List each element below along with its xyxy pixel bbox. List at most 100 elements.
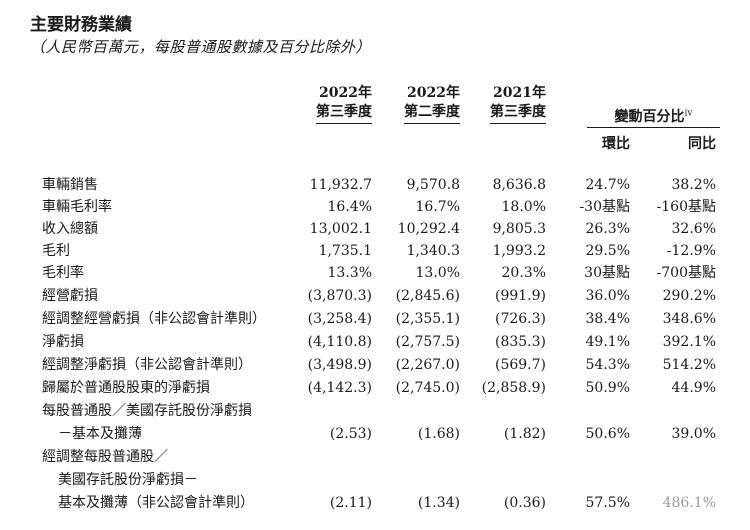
- cell-2022q3: 1,735.1: [318, 243, 372, 259]
- cell-2022q2: (2,355.1): [395, 311, 460, 327]
- cell-2022q2: (2,745.0): [395, 380, 460, 396]
- cell-qoq: 36.0%: [585, 288, 630, 304]
- cell-yoy: 392.1%: [662, 334, 716, 350]
- cell-2021q3: 9,805.3: [492, 221, 546, 237]
- cell-2022q3: (2.53): [329, 426, 372, 442]
- cell-yoy: 348.6%: [662, 311, 716, 327]
- table-row: 每股普通股／美國存託股份淨虧損: [0, 401, 750, 422]
- cell-2021q3: 1,993.2: [492, 243, 546, 259]
- cell-2021q3: 18.0%: [501, 199, 546, 215]
- cell-2022q2: (1.34): [417, 495, 460, 511]
- cell-2021q3: (2,858.9): [481, 380, 546, 396]
- table-row: 毛利 1,735.1 1,340.3 1,993.2 29.5% -12.9%: [0, 241, 750, 262]
- row-label: 基本及攤薄（非公認會計準則）: [58, 495, 254, 511]
- row-label: 每股普通股／美國存託股份淨虧損: [42, 403, 252, 419]
- table-row: 毛利率 13.3% 13.0% 20.3% 30基點 -700基點: [0, 263, 750, 284]
- cell-qoq: 54.3%: [585, 357, 630, 373]
- cell-2022q2: 1,340.3: [406, 243, 460, 259]
- table-row: 經調整淨虧損（非公認會計準則） (3,498.9) (2,267.0) (569…: [0, 355, 750, 376]
- table-row: 美國存託股份淨虧損－: [0, 470, 750, 491]
- col-header-quarter: 第二季度: [404, 103, 460, 124]
- cell-2022q3: 13.3%: [327, 265, 372, 281]
- cell-yoy: 514.2%: [662, 357, 716, 373]
- cell-2022q3: (3,498.9): [307, 357, 372, 373]
- cell-2022q2: 10,292.4: [397, 221, 460, 237]
- cell-yoy: -160基點: [656, 199, 716, 215]
- cell-2021q3: (569.7): [494, 357, 546, 373]
- cell-yoy: 32.6%: [671, 221, 716, 237]
- cell-2022q2: (2,757.5): [395, 334, 460, 350]
- pct-change-header: 變動百分比iv: [587, 106, 720, 128]
- cell-2022q3: 16.4%: [327, 199, 372, 215]
- row-label: 歸屬於普通股股東的淨虧損: [42, 380, 210, 396]
- cell-2021q3: (0.36): [503, 495, 546, 511]
- cell-2022q3: 11,932.7: [309, 177, 372, 193]
- cell-yoy: 486.1%: [662, 495, 716, 511]
- cell-qoq: -30基點: [579, 199, 630, 215]
- cell-qoq: 24.7%: [585, 177, 630, 193]
- row-label: 經調整每股普通股／: [42, 449, 168, 465]
- cell-2022q2: 13.0%: [415, 265, 460, 281]
- qoq-header: 環比: [602, 136, 630, 152]
- col-header-year: 2022年: [319, 85, 372, 101]
- pct-change-label: 變動百分比: [614, 109, 685, 125]
- cell-2021q3: (726.3): [494, 311, 546, 327]
- cell-2021q3: (1.82): [503, 426, 546, 442]
- col-header-quarter: 第三季度: [490, 103, 546, 124]
- table-row: 收入總額 13,002.1 10,292.4 9,805.3 26.3% 32.…: [0, 219, 750, 240]
- cell-qoq: 38.4%: [585, 311, 630, 327]
- cell-2022q2: (2,845.6): [395, 288, 460, 304]
- col-header-quarter: 第三季度: [316, 103, 372, 124]
- cell-yoy: 44.9%: [671, 380, 716, 396]
- table-row: 車輛銷售 11,932.7 9,570.8 8,636.8 24.7% 38.2…: [0, 175, 750, 196]
- cell-2021q3: 8,636.8: [492, 177, 546, 193]
- cell-2021q3: (835.3): [494, 334, 546, 350]
- row-label: －基本及攤薄: [58, 426, 142, 442]
- pct-change-footnote: iv: [684, 108, 693, 119]
- yoy-header: 同比: [688, 136, 716, 152]
- cell-2022q2: (1.68): [417, 426, 460, 442]
- row-label: 車輛毛利率: [42, 199, 112, 215]
- cell-2022q2: 9,570.8: [406, 177, 460, 193]
- cell-2022q3: (2.11): [329, 495, 372, 511]
- row-label: 經營虧損: [42, 288, 98, 304]
- cell-yoy: -12.9%: [666, 243, 716, 259]
- table-row: 淨虧損 (4,110.8) (2,757.5) (835.3) 49.1% 39…: [0, 332, 750, 353]
- cell-yoy: 290.2%: [662, 288, 716, 304]
- table-row: 基本及攤薄（非公認會計準則） (2.11) (1.34) (0.36) 57.5…: [0, 493, 750, 514]
- row-label: 車輛銷售: [42, 177, 98, 193]
- cell-2022q3: (4,110.8): [307, 334, 372, 350]
- table-row: 經調整每股普通股／: [0, 447, 750, 468]
- section-subtitle: （人民幣百萬元，每股普通股數據及百分比除外）: [30, 38, 372, 56]
- row-label: 美國存託股份淨虧損－: [58, 472, 198, 488]
- table-row: 車輛毛利率 16.4% 16.7% 18.0% -30基點 -160基點: [0, 197, 750, 218]
- cell-2022q2: 16.7%: [415, 199, 460, 215]
- cell-yoy: 38.2%: [671, 177, 716, 193]
- cell-2022q3: (4,142.3): [307, 380, 372, 396]
- cell-qoq: 50.9%: [585, 380, 630, 396]
- row-label: 淨虧損: [42, 334, 84, 350]
- cell-qoq: 26.3%: [585, 221, 630, 237]
- cell-2022q2: (2,267.0): [395, 357, 460, 373]
- row-label: 毛利: [42, 243, 70, 259]
- col-header-2022q2: 2022年 第二季度: [378, 84, 460, 124]
- cell-qoq: 49.1%: [585, 334, 630, 350]
- cell-2022q3: 13,002.1: [309, 221, 372, 237]
- col-header-year: 2021年: [493, 85, 546, 101]
- col-header-year: 2022年: [407, 85, 460, 101]
- section-title: 主要財務業績: [30, 15, 132, 35]
- table-row: 歸屬於普通股股東的淨虧損 (4,142.3) (2,745.0) (2,858.…: [0, 378, 750, 399]
- cell-yoy: 39.0%: [671, 426, 716, 442]
- cell-yoy: -700基點: [656, 265, 716, 281]
- cell-qoq: 50.6%: [585, 426, 630, 442]
- cell-qoq: 29.5%: [585, 243, 630, 259]
- cell-2022q3: (3,870.3): [307, 288, 372, 304]
- cell-qoq: 30基點: [584, 265, 630, 281]
- cell-2021q3: (991.9): [494, 288, 546, 304]
- table-row: 經調整經營虧損（非公認會計準則） (3,258.4) (2,355.1) (72…: [0, 309, 750, 330]
- table-row: －基本及攤薄 (2.53) (1.68) (1.82) 50.6% 39.0%: [0, 424, 750, 445]
- row-label: 收入總額: [42, 221, 98, 237]
- col-header-2021q3: 2021年 第三季度: [464, 84, 546, 124]
- row-label: 經調整淨虧損（非公認會計準則）: [42, 357, 252, 373]
- cell-2022q3: (3,258.4): [307, 311, 372, 327]
